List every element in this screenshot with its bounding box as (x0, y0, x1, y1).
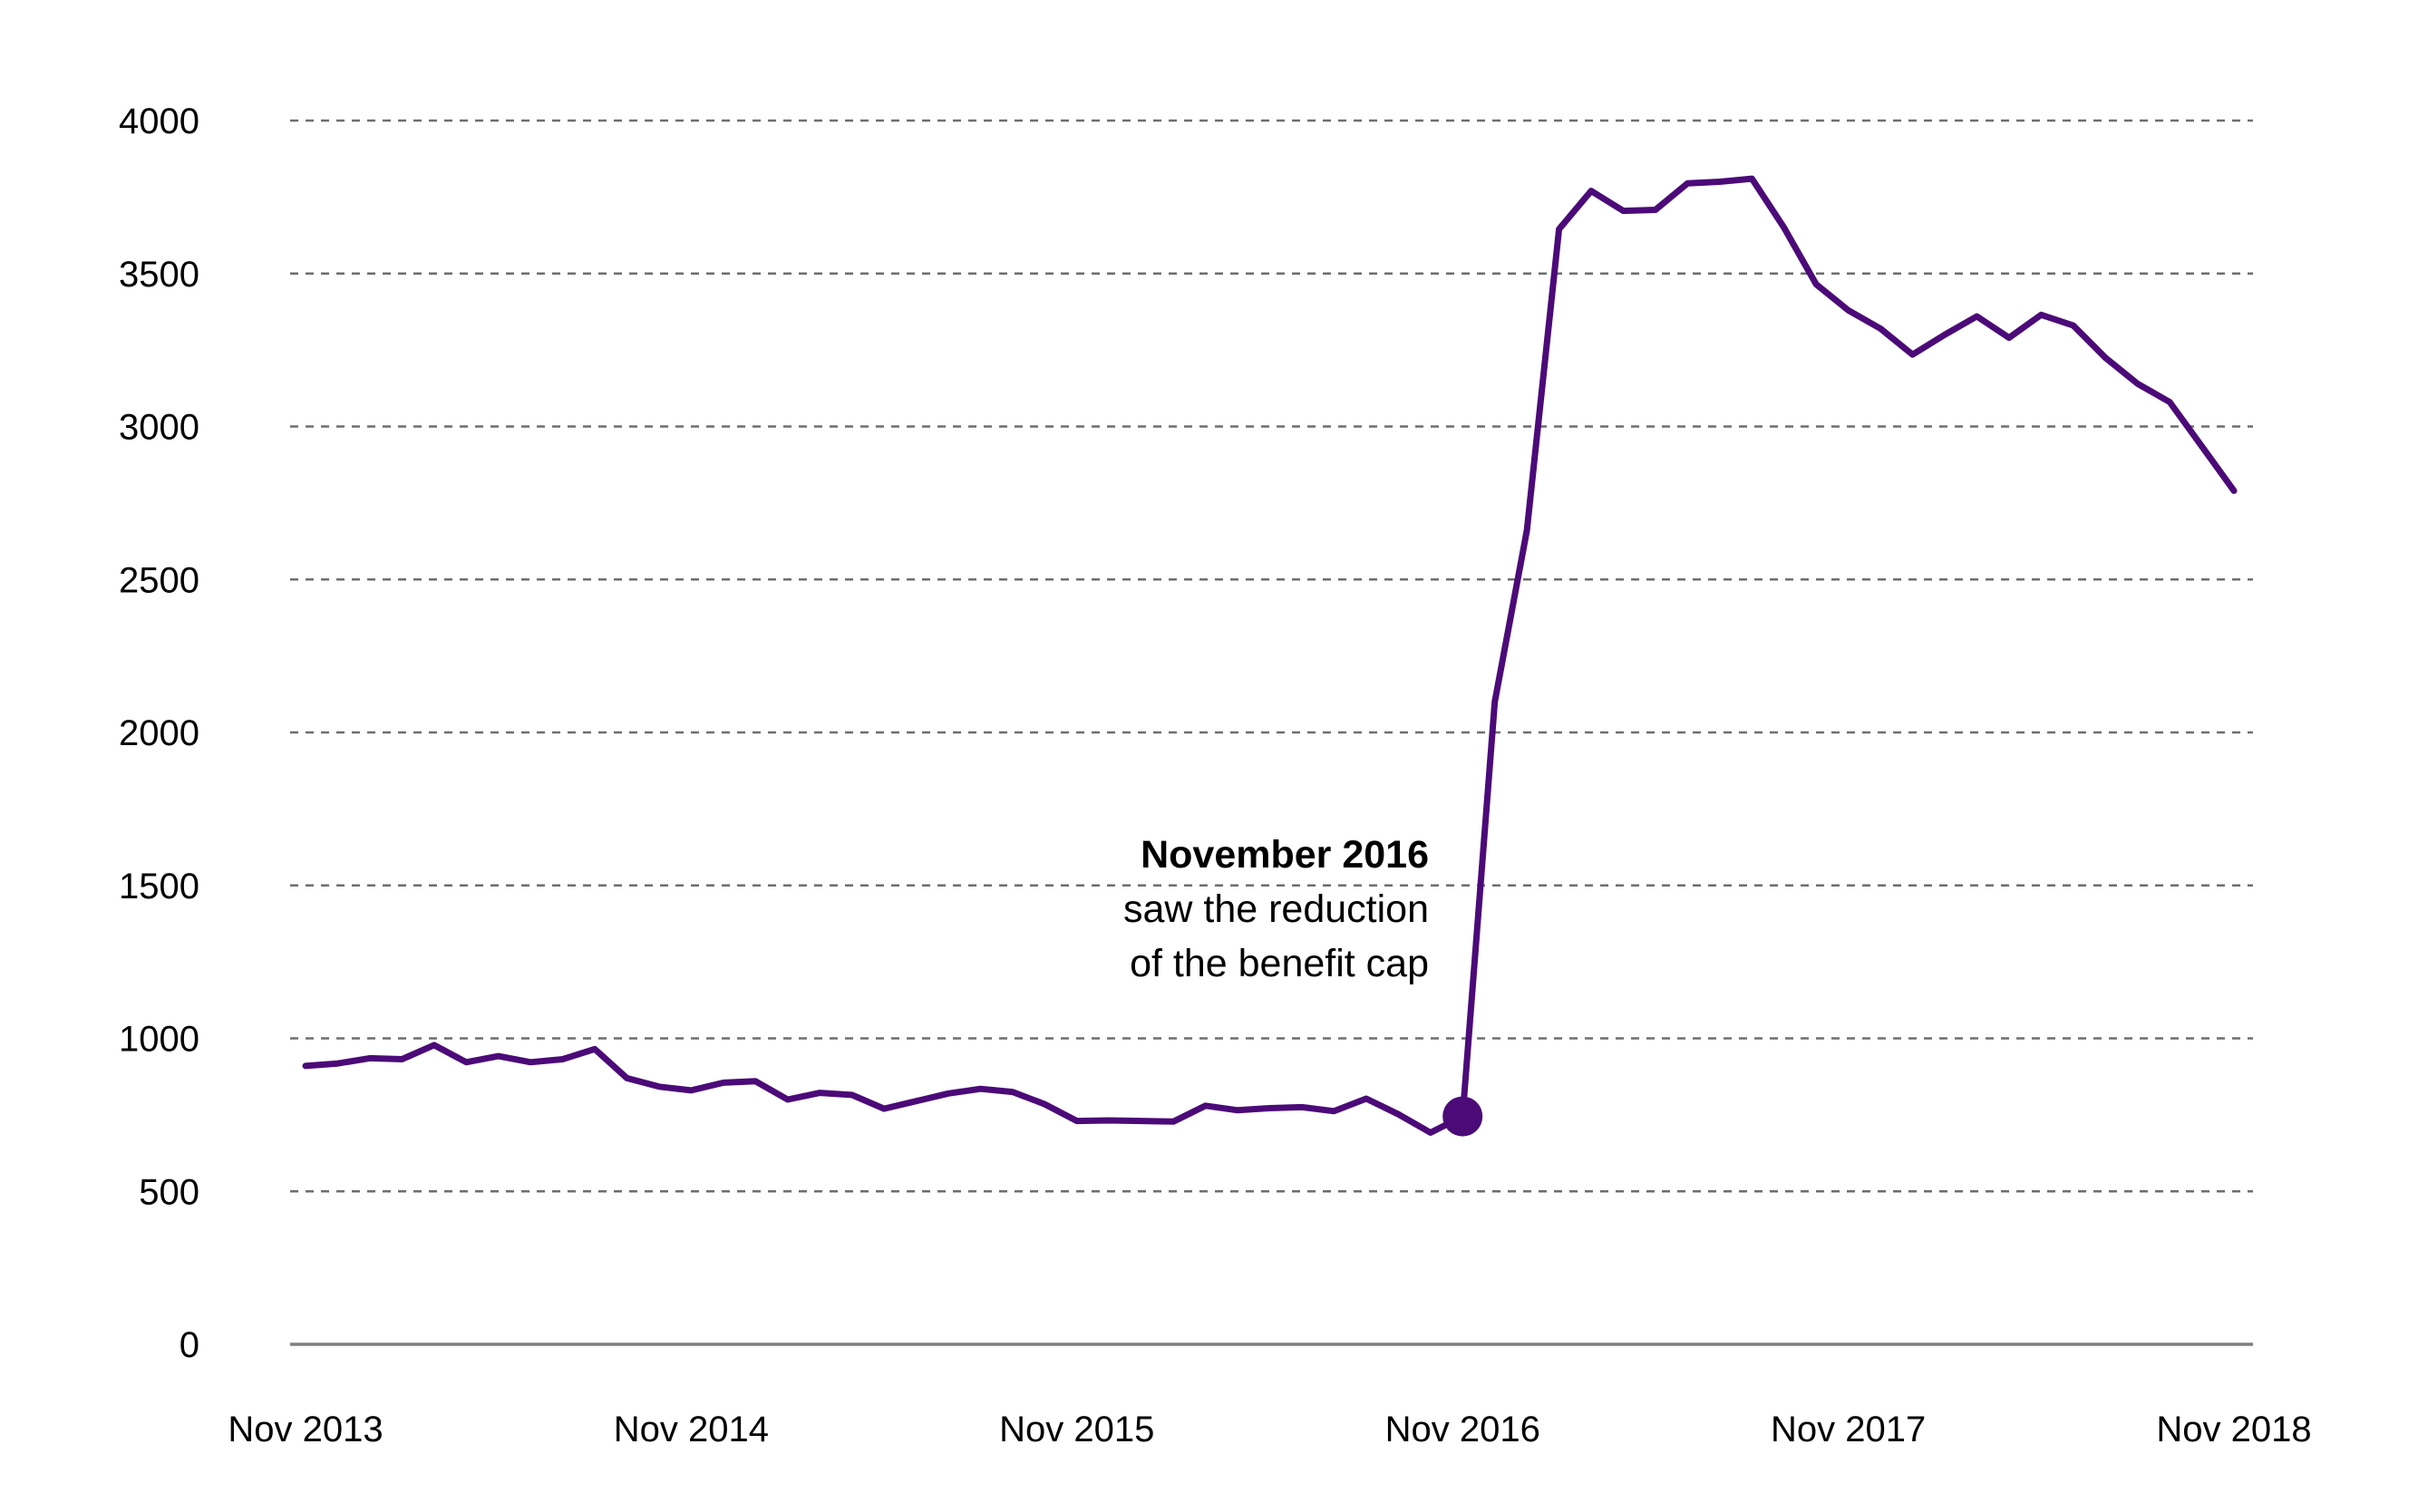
y-tick-label: 3500 (119, 255, 199, 295)
x-tick-label: Nov 2015 (999, 1410, 1154, 1449)
x-tick-label: Nov 2018 (2156, 1410, 2311, 1449)
annotation-line-1: saw the reduction (1123, 887, 1429, 931)
series-layer (302, 175, 2238, 1136)
y-tick-label: 1500 (119, 867, 199, 906)
y-tick-label: 0 (180, 1325, 199, 1365)
y-tick-label: 2000 (119, 713, 199, 753)
y-tick-label: 2500 (119, 560, 199, 600)
annotation-title: November 2016 (1141, 833, 1429, 877)
annotation-marker (1442, 1096, 1483, 1137)
y-tick-label: 4000 (119, 102, 199, 141)
series-line-0 (302, 175, 2238, 1136)
y-tick-label: 500 (139, 1172, 199, 1212)
y-axis-tick-labels: 0 500 1000 1500 2000 2500 3000 3500 4000 (119, 102, 199, 1365)
x-tick-label: Nov 2014 (614, 1410, 769, 1449)
annotation-line-2: of the benefit cap (1130, 942, 1429, 985)
x-axis-tick-labels: Nov 2013 Nov 2014 Nov 2015 Nov 2016 Nov 2017… (228, 1410, 2311, 1449)
y-tick-label: 3000 (119, 408, 199, 448)
gridlines (290, 119, 2253, 1346)
x-tick-label: Nov 2017 (1771, 1410, 1926, 1449)
y-tick-label: 1000 (119, 1020, 199, 1060)
x-tick-label: Nov 2016 (1385, 1410, 1540, 1449)
x-tick-label: Nov 2013 (228, 1410, 383, 1449)
annotation: November 2016 saw the reduction of the b… (1123, 833, 1483, 1137)
